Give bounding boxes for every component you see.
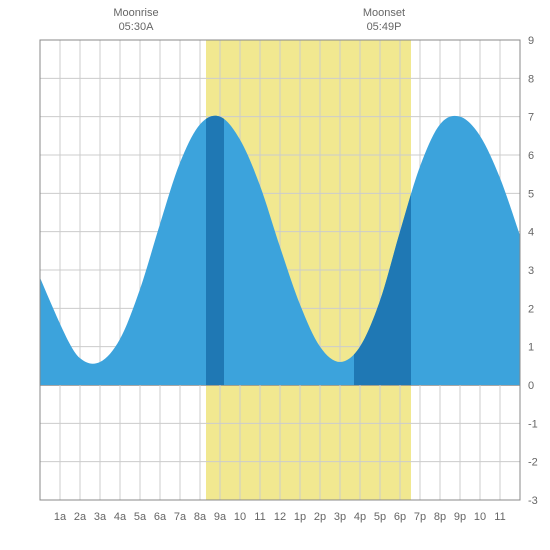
x-tick-label: 8p <box>434 511 446 523</box>
x-tick-label: 3a <box>94 511 107 523</box>
x-tick-label: 11 <box>254 511 265 523</box>
x-tick-label: 4a <box>114 511 127 523</box>
x-tick-label: 8a <box>194 511 207 523</box>
moonrise-label: Moonrise <box>113 7 158 19</box>
x-tick-label: 7a <box>174 511 187 523</box>
y-tick-label: -1 <box>528 418 538 430</box>
x-tick-label: 2a <box>74 511 87 523</box>
x-tick-label: 12 <box>274 511 286 523</box>
x-tick-label: 5p <box>374 511 386 523</box>
y-tick-label: 2 <box>528 303 534 315</box>
x-tick-label: 1a <box>54 511 67 523</box>
x-tick-label: 9p <box>454 511 466 523</box>
x-tick-label: 10 <box>234 511 246 523</box>
x-tick-label: 4p <box>354 511 366 523</box>
moonset-label: Moonset <box>363 7 405 19</box>
y-tick-label: 8 <box>528 73 534 85</box>
y-tick-label: 1 <box>528 342 534 354</box>
x-tick-label: 1p <box>294 511 306 523</box>
x-tick-label: 3p <box>334 511 346 523</box>
x-tick-label: 5a <box>134 511 147 523</box>
x-tick-label: 11 <box>494 511 505 523</box>
x-tick-label: 9a <box>214 511 227 523</box>
moonset-time: 05:49P <box>367 21 402 33</box>
y-tick-label: 9 <box>528 35 534 47</box>
x-tick-label: 6a <box>154 511 167 523</box>
x-tick-label: 7p <box>414 511 426 523</box>
y-tick-label: 3 <box>528 265 534 277</box>
x-tick-label: 2p <box>314 511 326 523</box>
y-tick-label: 5 <box>528 188 534 200</box>
y-tick-label: 6 <box>528 150 534 162</box>
x-tick-label: 6p <box>394 511 406 523</box>
y-tick-label: 4 <box>528 227 534 239</box>
y-tick-label: -2 <box>528 457 538 469</box>
y-tick-label: -3 <box>528 495 538 507</box>
x-tick-label: 10 <box>474 511 486 523</box>
y-tick-label: 0 <box>528 380 534 392</box>
y-tick-label: 7 <box>528 112 534 124</box>
moonrise-time: 05:30A <box>119 21 155 33</box>
